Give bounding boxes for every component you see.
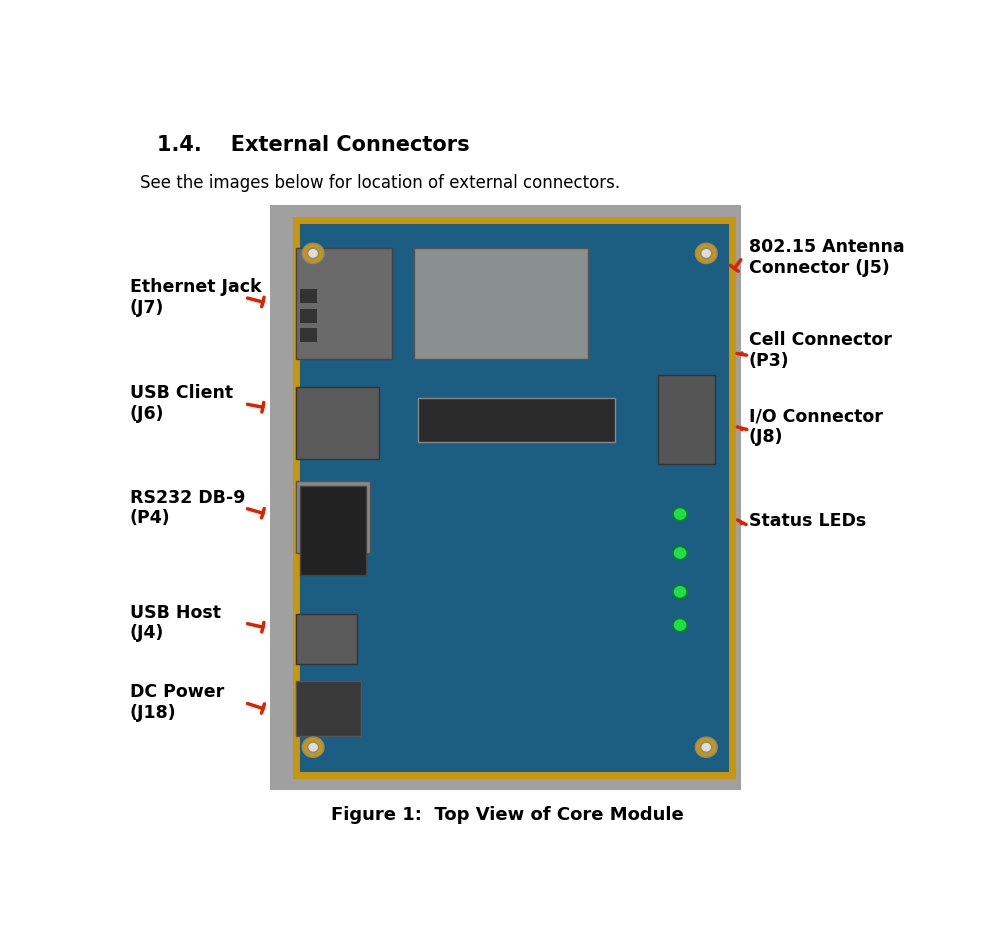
Text: Ethernet Jack
(J7): Ethernet Jack (J7) [130, 278, 261, 317]
Bar [295, 681, 361, 736]
Text: Figure 1:  Top View of Core Module: Figure 1: Top View of Core Module [331, 806, 683, 823]
Bar [300, 290, 318, 304]
Circle shape [308, 743, 319, 752]
Text: I/O Connector
(J8): I/O Connector (J8) [749, 408, 882, 446]
Circle shape [673, 508, 687, 521]
Circle shape [303, 243, 324, 263]
Bar [295, 386, 379, 459]
Text: USB Client
(J6): USB Client (J6) [130, 384, 232, 423]
Bar [295, 220, 733, 775]
Bar [300, 486, 366, 575]
Bar [418, 398, 614, 442]
Bar [269, 206, 741, 790]
Text: USB Host
(J4): USB Host (J4) [130, 603, 220, 642]
Bar [295, 614, 357, 664]
Circle shape [700, 248, 712, 259]
Bar [295, 248, 392, 359]
Bar [658, 375, 715, 464]
Circle shape [303, 737, 324, 758]
Circle shape [673, 546, 687, 559]
Circle shape [308, 248, 319, 259]
Bar [300, 309, 318, 322]
Circle shape [673, 586, 687, 599]
Circle shape [695, 737, 718, 758]
Text: See the images below for location of external connectors.: See the images below for location of ext… [140, 174, 620, 192]
Text: RS232 DB-9
(P4): RS232 DB-9 (P4) [130, 489, 245, 527]
Circle shape [700, 743, 712, 752]
Text: DC Power
(J18): DC Power (J18) [130, 683, 224, 722]
Bar [414, 248, 588, 359]
Text: Status LEDs: Status LEDs [749, 512, 866, 530]
Bar [295, 481, 370, 553]
Text: 802.15 Antenna
Connector (J5): 802.15 Antenna Connector (J5) [749, 238, 904, 277]
Circle shape [673, 619, 687, 632]
Text: 1.4.    External Connectors: 1.4. External Connectors [157, 134, 469, 154]
Text: Cell Connector
(P3): Cell Connector (P3) [749, 331, 891, 369]
Bar [300, 328, 318, 342]
Circle shape [695, 243, 718, 263]
